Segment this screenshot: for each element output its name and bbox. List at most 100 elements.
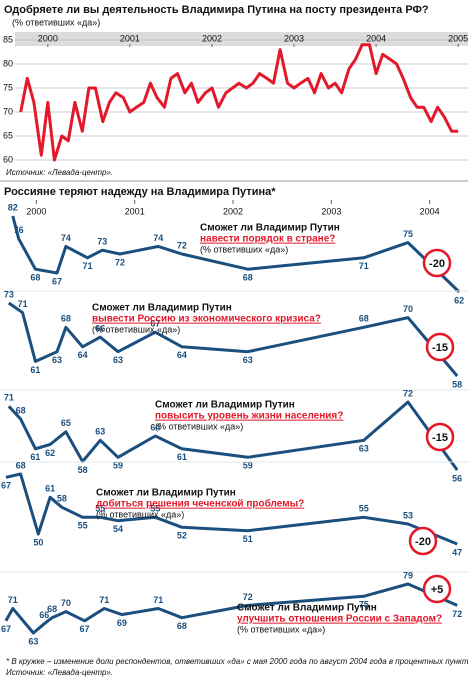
data-label: 71 [18,299,28,309]
x-tick-label: 2001 [125,206,145,216]
data-label: 50 [33,537,43,547]
question-note: (% ответивших «да») [96,509,184,519]
hope-line [5,472,458,546]
data-label: 51 [243,534,253,544]
data-label: 73 [4,289,14,299]
data-label: 71 [4,393,14,403]
data-label: 63 [28,636,38,646]
data-label: 58 [57,494,67,504]
data-label: 63 [359,444,369,454]
data-label: 74 [61,233,71,243]
data-label: 72 [243,592,253,602]
data-label: 61 [30,365,40,375]
x-tick-label: 2000 [38,33,58,43]
data-label: 72 [115,257,125,267]
question-note: (% ответивших «да») [237,624,325,634]
data-label: 63 [243,355,253,365]
data-label: 68 [61,314,71,324]
data-label: 67 [1,481,11,491]
data-label: 63 [113,355,123,365]
question-highlight: вывести Россию из экономического кризиса… [92,314,321,325]
data-label: 67 [52,276,62,286]
data-label: 79 [403,570,413,580]
chart-title: Одобряете ли вы деятельность Владимира П… [4,4,429,16]
source: Источник: «Левада-центр». [6,668,113,677]
x-tick-label: 2004 [366,33,386,43]
x-tick-label: 2002 [223,206,243,216]
y-tick-label: 60 [3,154,13,164]
data-label: 70 [403,304,413,314]
question: Сможет ли Владимир Путин [237,603,377,614]
question-note: (% ответивших «да») [200,244,288,254]
data-label: 54 [113,524,123,534]
change-label: -20 [415,536,431,548]
data-label: 70 [61,598,71,608]
data-label: 58 [452,379,462,389]
change-label: +5 [431,584,444,596]
data-label: 69 [117,618,127,628]
data-label: 67 [1,624,11,634]
data-label: 55 [95,504,105,514]
y-tick-label: 65 [3,130,13,140]
data-label: 66 [39,610,49,620]
question-highlight: добиться решения чеченской проблемы? [96,498,304,510]
change-badge [422,574,452,604]
data-label: 71 [8,595,18,605]
data-label: 68 [359,314,369,324]
section-title: Россияне теряют надежду на Владимира Пут… [4,186,276,198]
hope-line [7,301,459,377]
data-label: 72 [403,388,413,398]
y-tick-label: 85 [3,34,13,44]
x-tick-label: 2005 [448,33,468,43]
chart-subtitle: (% ответивших «да») [12,17,100,27]
footnote: * В кружке – изменение доли респондентов… [6,657,468,666]
data-label: 68 [16,460,26,470]
data-label: 68 [16,405,26,415]
data-label: 68 [47,604,57,614]
data-label: 58 [78,465,88,475]
data-label: 61 [45,484,55,494]
data-label: 66 [95,323,105,333]
data-label: 47 [452,547,462,557]
data-label: 72 [177,240,187,250]
data-label: 61 [177,452,187,462]
data-label: 53 [403,510,413,520]
change-badge [408,526,438,556]
question-highlight: улучшить отношения России с Западом? [237,614,442,625]
change-badge [422,248,452,278]
data-label: 72 [452,609,462,619]
data-label: 61 [30,452,40,462]
x-tick-label: 2001 [120,33,140,43]
data-label: 82 [8,202,18,212]
x-tick-label: 2004 [420,206,440,216]
data-label: 64 [150,422,160,432]
source: Источник: «Левада-центр». [6,168,113,177]
data-label: 59 [243,461,253,471]
data-label: 76 [14,225,24,235]
data-label: 67 [80,624,90,634]
data-label: 62 [454,295,464,305]
x-tick-label: 2000 [26,206,46,216]
change-badge [425,422,455,452]
data-label: 63 [52,355,62,365]
data-label: 71 [359,261,369,271]
data-label: 71 [82,261,92,271]
y-tick-label: 70 [3,106,13,116]
x-tick-label: 2002 [202,33,222,43]
approval-line [19,43,459,162]
question: Сможет ли Владимир Путин [155,400,295,411]
x-tick-label: 2003 [284,33,304,43]
data-label: 55 [78,521,88,531]
x-tick-label: 2003 [321,206,341,216]
data-label: 65 [61,418,71,428]
data-label: 71 [99,595,109,605]
change-label: -15 [432,342,448,354]
hope-line [11,215,461,294]
data-label: 64 [78,350,88,360]
data-label: 62 [45,448,55,458]
change-label: -15 [432,432,448,444]
data-label: 59 [113,461,123,471]
data-label: 64 [177,350,187,360]
